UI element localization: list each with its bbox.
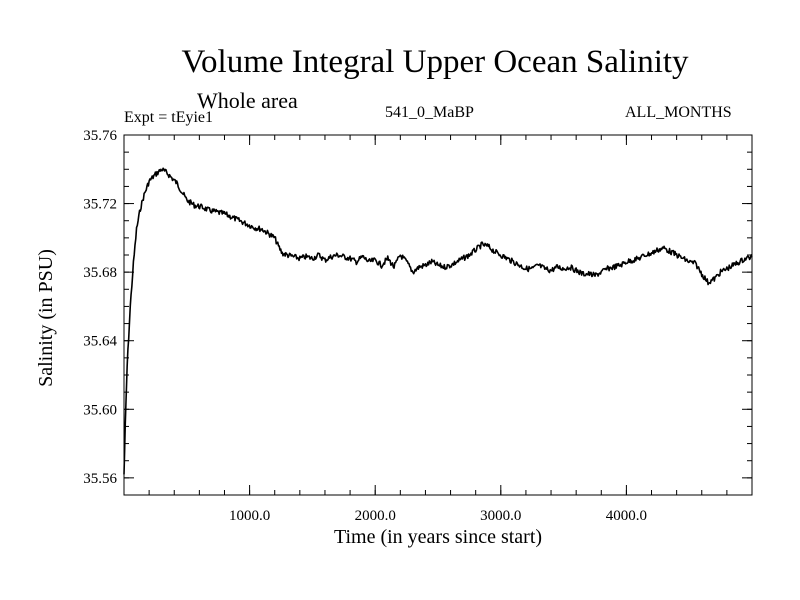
y-tick-label: 35.68: [83, 265, 117, 281]
chart-title: Volume Integral Upper Ocean Salinity: [181, 44, 689, 80]
y-tick-label: 35.64: [83, 334, 117, 350]
series-line-salinity: [123, 167, 753, 475]
plot-frame: [123, 134, 753, 496]
experiment-label: Expt = tEyie1: [124, 109, 214, 126]
x-tick-label: 2000.0: [355, 508, 396, 524]
x-tick-label: 1000.0: [229, 508, 270, 524]
series-group: [123, 167, 753, 475]
run-label: 541_0_MaBP: [385, 104, 474, 121]
x-tick-label: 3000.0: [480, 508, 521, 524]
chart-subtitle: Whole area: [197, 88, 298, 113]
y-tick-label: 35.56: [83, 471, 117, 487]
x-axis-label: Time (in years since start): [334, 526, 542, 548]
y-tick-label: 35.72: [83, 197, 117, 213]
y-tick-label: 35.60: [83, 402, 117, 418]
months-label: ALL_MONTHS: [625, 104, 732, 121]
axis-ticks: [124, 134, 752, 496]
y-tick-label: 35.76: [83, 128, 117, 144]
y-axis-label: Salinity (in PSU): [35, 249, 57, 387]
axis-tick-labels: 35.56 35.60 35.64 35.68 35.72 35.76 1000.0 2000…: [83, 128, 647, 524]
x-tick-label: 4000.0: [606, 508, 647, 524]
